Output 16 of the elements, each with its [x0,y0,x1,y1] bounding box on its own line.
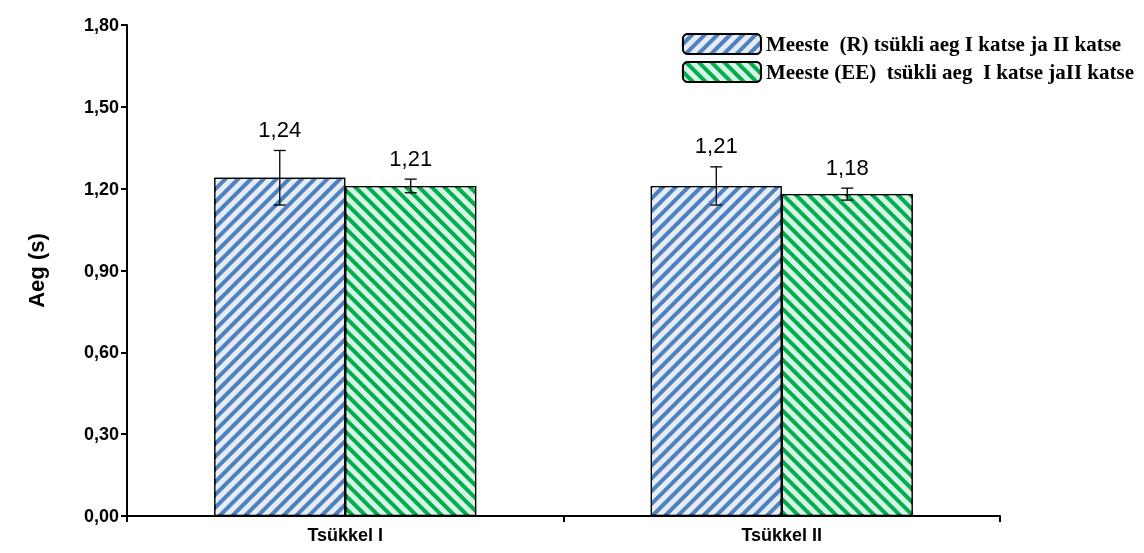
y-axis-title: Aeg (s) [23,233,49,308]
y-tick-label: 0,00 [83,506,119,526]
x-tick-label: Tsükkel II [741,525,823,545]
data-label: 1,18 [825,154,869,180]
x-tick-label: Tsükkel I [307,525,384,545]
y-tick-label: 0,30 [83,424,119,445]
data-label: 1,21 [389,145,433,171]
y-tick-label: 0,90 [83,260,119,281]
y-tick-label: 0,60 [83,342,119,363]
y-tick-label: 1,50 [83,96,119,117]
legend-label: Meeste (EE) tsükli aeg I katse jaII katse [765,60,1135,84]
y-tick-label: 1,80 [83,15,119,35]
data-label: 1,21 [694,133,738,159]
y-tick-label: 1,20 [83,178,119,199]
data-label: 1,24 [258,116,302,142]
legend-label: Meeste (R) tsükli aeg I katse ja II katse [765,32,1122,56]
